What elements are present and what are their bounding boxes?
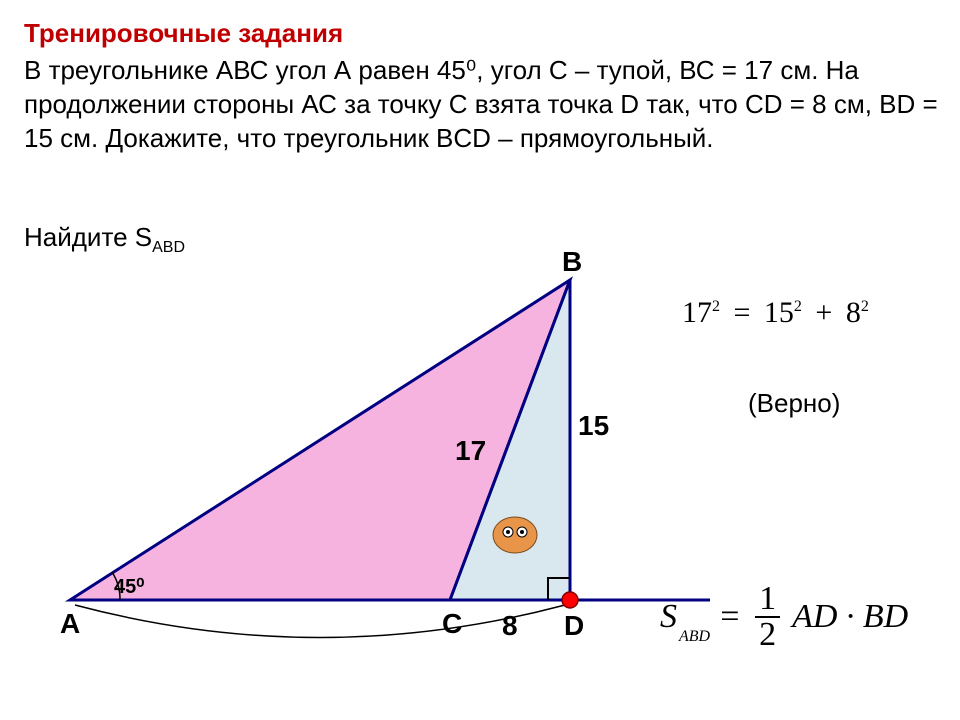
angle-A: 45⁰ — [114, 574, 144, 599]
geometry-diagram — [30, 250, 730, 700]
pyth-plus: + — [815, 296, 832, 329]
pyth-eq: = — [734, 296, 751, 329]
formula-sub: ABD — [679, 628, 710, 646]
side-BD: 15 — [578, 410, 609, 442]
formula-eq: = — [718, 598, 741, 636]
vertex-D: D — [564, 610, 584, 642]
title-text: Тренировочные задания — [24, 18, 343, 48]
formula-fraction: 1 2 — [755, 582, 780, 652]
vertex-B: B — [562, 246, 582, 278]
side-CD: 8 — [502, 610, 518, 642]
verification-text: (Верно) — [748, 388, 840, 419]
frac-den: 2 — [755, 618, 780, 652]
page-title: Тренировочные задания — [24, 18, 343, 49]
vertex-C: C — [442, 608, 462, 640]
pyth-b: 15 — [764, 296, 794, 329]
vertex-A: A — [60, 608, 80, 640]
formula-rest: AD · BD — [792, 598, 908, 636]
find-prefix: Найдите S — [24, 222, 152, 252]
area-formula: S ABD = 1 2 AD · BD — [660, 582, 908, 652]
pyth-c: 8 — [846, 296, 861, 329]
formula-S: S — [660, 598, 677, 636]
frac-num: 1 — [755, 582, 780, 616]
problem-text: В треугольнике АВС угол А равен 45⁰, уго… — [24, 54, 940, 155]
side-BC: 17 — [455, 435, 486, 467]
